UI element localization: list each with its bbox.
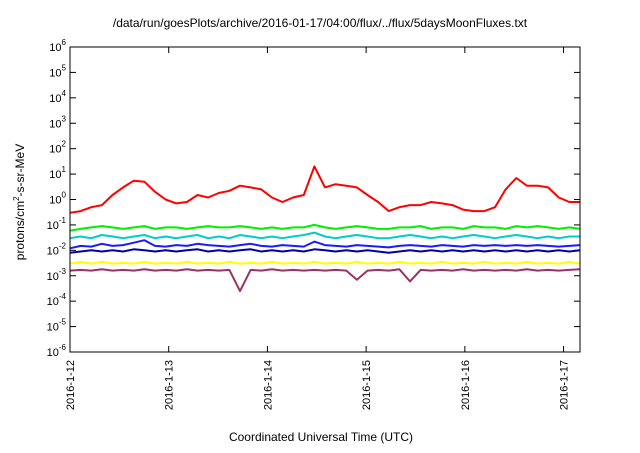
y-tick-base: 10 [47, 347, 59, 359]
x-tick-label: 2016-1-12 [65, 360, 77, 410]
y-tick-exp: -5 [59, 318, 67, 327]
y-tick-label: 102 [49, 140, 66, 156]
y-tick-base: 10 [49, 195, 61, 207]
y-tick-label: 10-3 [47, 267, 67, 283]
y-tick-base: 10 [49, 144, 61, 156]
x-tick-label: 2016-1-15 [361, 360, 373, 410]
series-line-3 [69, 239, 581, 250]
y-tick-base: 10 [49, 118, 61, 130]
y-tick-base: 10 [47, 322, 59, 334]
y-tick-label: 104 [49, 89, 66, 105]
y-tick-exp: 4 [62, 89, 67, 98]
y-tick-label: 10-1 [47, 216, 67, 232]
x-tick-label: 2016-1-17 [559, 360, 571, 410]
y-tick-exp: -1 [59, 216, 67, 225]
y-tick-label: 105 [49, 63, 66, 79]
y-axis-label: protons/cm2-s-sr-MeV [12, 144, 27, 260]
y-tick-exp: 6 [62, 38, 67, 47]
y-label-sup: 2 [12, 196, 21, 201]
y-tick-base: 10 [47, 245, 59, 257]
y-tick-base: 10 [49, 169, 61, 181]
series-lines [69, 165, 581, 293]
x-axis-label: Coordinated Universal Time (UTC) [229, 430, 413, 444]
y-tick-label: 103 [49, 114, 66, 130]
y-tick-label: 10-4 [47, 292, 67, 308]
y-label-pre: protons/cm [13, 201, 27, 260]
y-tick-label: 10-5 [47, 318, 67, 334]
axis-ticks: 10-610-510-410-310-210-11001011021031041… [47, 38, 580, 410]
series-line-6 [69, 268, 581, 293]
x-tick-label: 2016-1-13 [164, 360, 176, 410]
y-tick-exp: -3 [59, 267, 67, 276]
y-tick-exp: 2 [62, 140, 67, 149]
y-tick-base: 10 [47, 271, 59, 283]
y-tick-exp: 3 [62, 114, 67, 123]
series-line-0 [69, 165, 580, 214]
plot-frame [69, 46, 581, 353]
y-tick-exp: -2 [59, 241, 67, 250]
y-tick-exp: -4 [59, 292, 67, 301]
series-line-5 [69, 260, 581, 265]
y-tick-base: 10 [49, 42, 61, 54]
y-tick-base: 10 [47, 296, 59, 308]
y-tick-label: 101 [49, 165, 66, 181]
chart-title: /data/run/goesPlots/archive/2016-01-17/0… [113, 16, 528, 30]
series-line-4 [69, 248, 581, 254]
y-tick-base: 10 [49, 93, 61, 105]
x-tick-label: 2016-1-16 [460, 360, 472, 410]
y-tick-exp: -6 [59, 343, 67, 352]
series-line-1 [69, 223, 581, 232]
y-tick-exp: 0 [62, 191, 67, 200]
y-tick-base: 10 [49, 67, 61, 79]
y-tick-label: 106 [49, 38, 66, 54]
x-tick-label: 2016-1-14 [262, 360, 274, 410]
y-tick-label: 10-2 [47, 241, 67, 257]
y-tick-label: 10-6 [47, 343, 67, 359]
series-line-2 [69, 231, 580, 240]
y-tick-label: 100 [49, 191, 66, 207]
y-tick-exp: 1 [62, 165, 67, 174]
y-label-post: -s-sr-MeV [13, 144, 27, 197]
y-tick-exp: 5 [62, 63, 67, 72]
y-tick-base: 10 [47, 220, 59, 232]
